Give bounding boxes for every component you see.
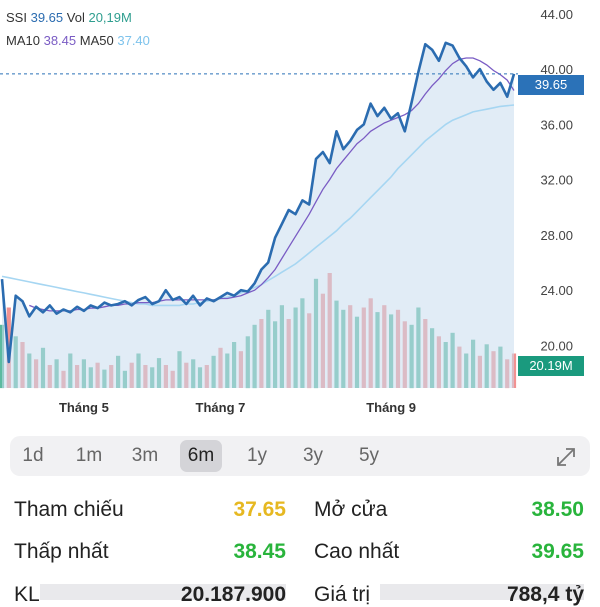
high-label: Cao nhất [314,540,400,563]
volume-label: KL [14,583,40,606]
low-value: 38.45 [233,540,286,563]
tab-1y[interactable]: 1y [246,445,268,466]
reference-value: 37.65 [233,498,286,521]
open-label: Mở cửa [314,498,388,521]
reference-label: Tham chiếu [14,498,124,521]
value-value: 788,4 tỷ [506,583,584,606]
legend-line-1: SSI 39.65 Vol 20,19M [6,10,132,25]
x-tick-label: Tháng 9 [366,400,416,415]
current-price-badge: 39.65 [518,75,584,95]
legend-vol: 20,19M [88,10,132,25]
tab-5y[interactable]: 5y [358,445,380,466]
legend-line-2: MA10 38.45 MA50 37.40 [6,33,150,48]
price-chart[interactable]: 44.00 40.00 36.00 32.00 28.00 24.00 20.00 Thán… [0,0,600,430]
legend-ma10-label: MA10 [6,33,40,48]
volume-value: 20.187.900 [180,583,286,606]
low-label: Thấp nhất [14,540,109,563]
y-tick-label: 24.00 [540,283,573,298]
expand-icon[interactable] [553,444,579,470]
price-area [2,42,514,389]
legend-ma10: 38.45 [43,33,77,48]
value-label: Giá trị [314,583,371,606]
y-tick-label: 36.00 [540,117,573,132]
legend-symbol: SSI [6,10,27,25]
volume-row-bar [40,584,286,600]
tab-1d[interactable]: 1d [22,445,44,466]
legend-ma50: 37.40 [117,33,150,48]
legend-ma50-label: MA50 [79,33,114,48]
timeframe-tabs: 1d 1m 3m 6m 1y 3y 5y [10,436,590,476]
open-value: 38.50 [531,498,584,521]
y-tick-label: 20.00 [540,338,573,353]
value-row-bar [380,584,584,600]
tab-3m[interactable]: 3m [131,445,159,466]
tab-3y[interactable]: 3y [302,445,324,466]
tab-1m[interactable]: 1m [75,445,103,466]
legend-price: 39.65 [30,10,64,25]
x-tick-label: Tháng 7 [196,400,246,415]
y-tick-label: 44.00 [540,7,573,22]
y-tick-label: 32.00 [540,173,573,188]
x-tick-label: Tháng 5 [59,400,109,415]
y-tick-label: 40.00 [540,62,573,77]
high-value: 39.65 [531,540,584,563]
x-axis: Tháng 5 Tháng 7 Tháng 9 [59,400,416,415]
legend-vol-label: Vol [66,10,85,25]
ma50-line [1,104,515,307]
price-line [0,41,516,364]
y-axis: 44.00 40.00 36.00 32.00 28.00 24.00 20.00 [540,7,573,354]
current-volume-badge: 20.19M [518,356,584,376]
tab-6m[interactable]: 6m [180,440,222,472]
y-tick-label: 28.00 [540,228,573,243]
